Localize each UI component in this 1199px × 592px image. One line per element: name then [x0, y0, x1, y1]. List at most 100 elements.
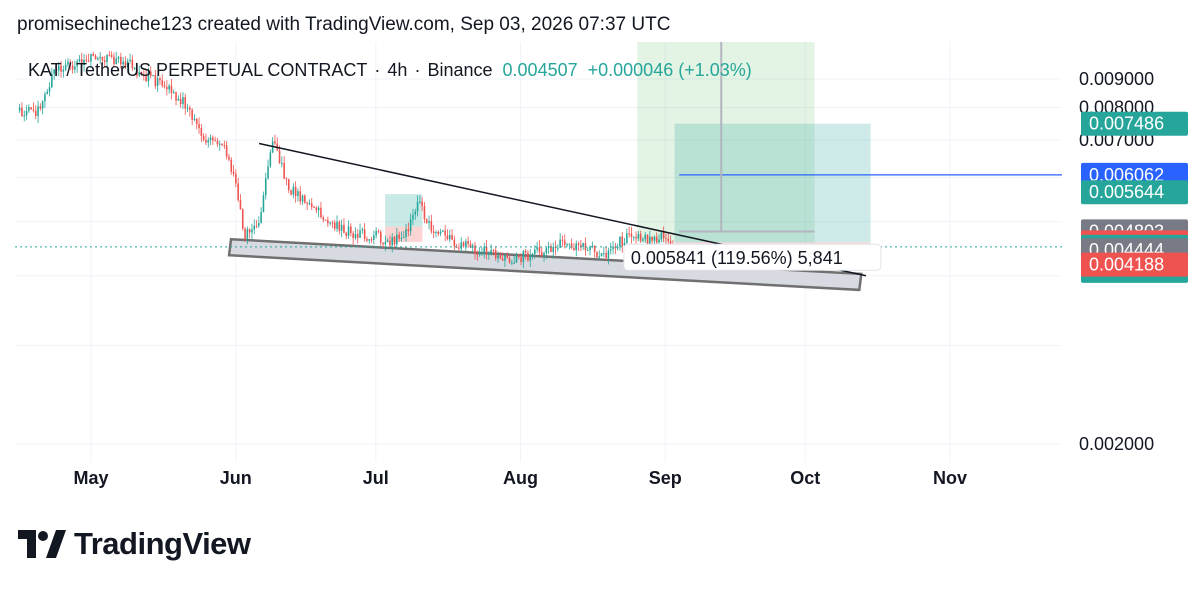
- candle-body: [25, 110, 28, 116]
- candle-body: [345, 232, 348, 236]
- candle-body: [205, 139, 207, 143]
- price-chart[interactable]: 0.005841 (119.56%) 5,841 0.002000 0.007000…: [15, 42, 1190, 497]
- tradingview-logo[interactable]: TradingView: [18, 526, 251, 562]
- candle-body: [396, 234, 398, 245]
- candle-body: [85, 59, 88, 61]
- candle-body: [294, 186, 297, 197]
- candle-body: [172, 92, 175, 94]
- candle-body: [384, 242, 387, 245]
- candle-body: [62, 69, 65, 72]
- candle-body: [582, 243, 584, 247]
- candle-body: [46, 91, 49, 94]
- candle-body: [425, 219, 428, 223]
- candle-body: [306, 202, 308, 204]
- candle-body: [241, 209, 244, 229]
- candle-body: [389, 240, 391, 246]
- candle-body: [630, 233, 633, 237]
- candle-body: [409, 219, 412, 232]
- candle-body: [543, 253, 545, 256]
- candle-body: [136, 67, 138, 76]
- candle-body: [428, 221, 430, 223]
- candle-body: [166, 86, 168, 90]
- candle-body: [363, 229, 366, 239]
- candle-body: [536, 247, 538, 250]
- candle-body: [129, 59, 131, 61]
- candle-body: [402, 237, 405, 239]
- candle-body: [315, 207, 318, 211]
- candle-body: [391, 236, 394, 246]
- candle-body: [580, 244, 582, 247]
- candle-body: [168, 85, 170, 90]
- candle-body: [283, 162, 285, 179]
- candle-body: [110, 55, 113, 57]
- candle-body: [462, 242, 465, 247]
- candle-body: [331, 222, 334, 224]
- candle-body: [290, 190, 292, 195]
- y-tick-label: 0.002000: [1079, 434, 1154, 454]
- symbol-name[interactable]: KAT / TetherUS PERPETUAL CONTRACT: [28, 60, 368, 80]
- candle-body: [92, 54, 95, 56]
- candle-body: [327, 220, 329, 224]
- candle-body: [609, 249, 612, 251]
- candle-body: [444, 230, 446, 236]
- candle-body: [359, 230, 361, 238]
- candle-body: [616, 246, 619, 249]
- candle-body: [260, 212, 262, 224]
- candle-body: [329, 222, 331, 224]
- candle-body: [255, 225, 258, 227]
- candle-body: [662, 232, 665, 239]
- candle-body: [593, 245, 596, 252]
- candle-body: [285, 178, 288, 180]
- candle-body: [605, 252, 607, 258]
- candle-body: [361, 229, 364, 231]
- candle-body: [131, 59, 134, 69]
- candle-body: [343, 224, 345, 233]
- position-profit-zone[interactable]: [674, 123, 871, 243]
- candle-body: [485, 246, 488, 254]
- candle-body: [632, 236, 635, 238]
- candle-body: [340, 224, 343, 231]
- candle-body: [251, 229, 253, 233]
- candle-body: [471, 245, 474, 248]
- candle-body: [430, 221, 433, 232]
- candle-body: [163, 85, 166, 87]
- candle-body: [184, 97, 187, 109]
- candle-body: [156, 78, 159, 87]
- candle-body: [465, 241, 467, 247]
- candle-body: [60, 65, 62, 72]
- candle-body: [264, 178, 267, 196]
- candle-body: [474, 245, 476, 255]
- candle-body: [446, 235, 449, 240]
- x-tick-label: Jul: [363, 468, 389, 488]
- blue-line-price-label-text: 0.006062: [1089, 165, 1164, 185]
- projection-box[interactable]: [637, 42, 815, 243]
- candle-body: [97, 58, 99, 60]
- candle-body: [492, 249, 495, 251]
- x-tick-label: Aug: [503, 468, 538, 488]
- candle-body: [368, 239, 371, 241]
- candle-body: [239, 199, 242, 210]
- candle-body: [488, 252, 490, 254]
- candle-body: [511, 262, 513, 264]
- interval-label[interactable]: 4h: [387, 60, 408, 80]
- candle-body: [481, 252, 483, 254]
- candle-body: [202, 136, 205, 140]
- candle-body: [147, 71, 150, 82]
- candle-body: [198, 124, 200, 129]
- candle-body: [573, 247, 575, 251]
- stop-price-label-text: 0.004188: [1089, 255, 1164, 275]
- candle-body: [504, 254, 506, 261]
- candle-body: [34, 110, 37, 117]
- candle-body: [628, 233, 630, 235]
- candle-body: [161, 80, 164, 86]
- x-tick-label: Jun: [220, 468, 252, 488]
- candle-body: [212, 137, 214, 141]
- candle-body: [39, 106, 42, 109]
- candle-body: [586, 250, 589, 252]
- candle-body: [281, 162, 283, 164]
- candle-body: [531, 253, 534, 256]
- candle-body: [37, 106, 39, 117]
- chart-canvas[interactable]: 0.005841 (119.56%) 5,8410.0020000.007000…: [15, 42, 1190, 497]
- candle-body: [524, 250, 527, 253]
- july-target-zone[interactable]: [385, 194, 423, 227]
